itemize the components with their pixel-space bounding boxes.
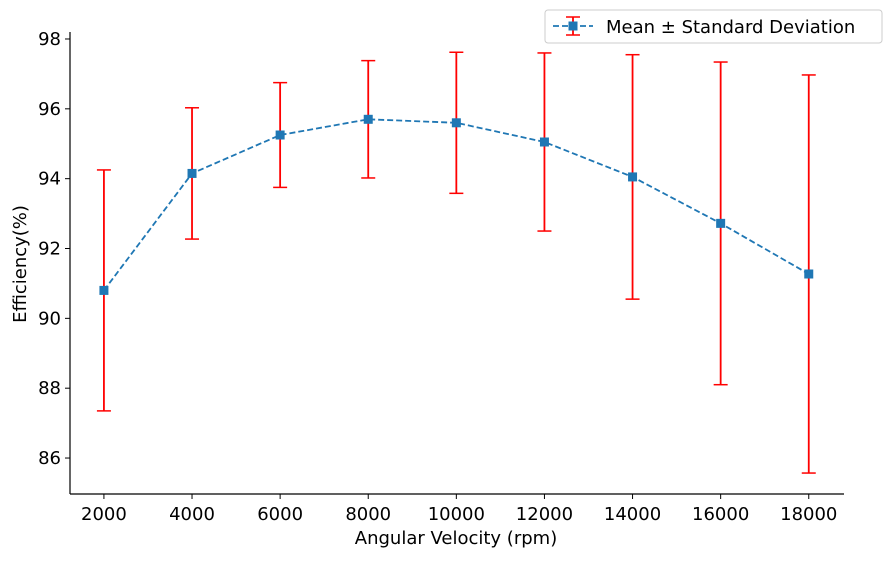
series-line-layer <box>103 118 810 291</box>
legend-marker <box>568 21 578 31</box>
legend-label: Mean ± Standard Deviation <box>606 17 855 38</box>
error-bars <box>96 51 816 474</box>
x-tick-label: 10000 <box>428 504 485 525</box>
y-tick-label: 96 <box>38 99 61 120</box>
x-tick-label: 14000 <box>604 504 661 525</box>
y-tick-label: 90 <box>38 308 61 329</box>
y-tick-label: 88 <box>38 378 61 399</box>
x-tick-label: 2000 <box>81 504 127 525</box>
data-point-marker <box>363 114 373 124</box>
data-point-marker <box>451 118 461 128</box>
x-axis-label: Angular Velocity (rpm) <box>355 528 557 549</box>
legend: Mean ± Standard Deviation <box>544 9 883 44</box>
x-tick-label: 4000 <box>169 504 215 525</box>
data-point-marker <box>99 285 109 295</box>
y-tick-label: 94 <box>38 169 61 190</box>
series-markers <box>99 114 814 295</box>
tick-marks: 2000 4000 6000 8000 10000 12000 14000 16000 1800… <box>38 29 837 525</box>
y-axis-label: Efficiency(%) <box>10 205 31 323</box>
data-point-marker <box>539 137 549 147</box>
data-point-marker <box>628 172 638 182</box>
series-line <box>103 118 810 291</box>
data-point-marker <box>275 130 285 140</box>
data-point-marker <box>716 218 726 228</box>
y-tick-label: 92 <box>38 239 61 260</box>
data-point-marker <box>804 269 814 279</box>
x-tick-label: 12000 <box>516 504 573 525</box>
x-tick-label: 16000 <box>692 504 749 525</box>
x-tick-label: 8000 <box>345 504 391 525</box>
x-tick-label: 18000 <box>780 504 837 525</box>
y-tick-label: 86 <box>38 448 61 469</box>
data-point-marker <box>187 168 197 178</box>
legend-symbol <box>553 16 593 36</box>
y-tick-label: 98 <box>38 29 61 50</box>
legend-box <box>544 9 883 44</box>
x-tick-label: 6000 <box>257 504 303 525</box>
